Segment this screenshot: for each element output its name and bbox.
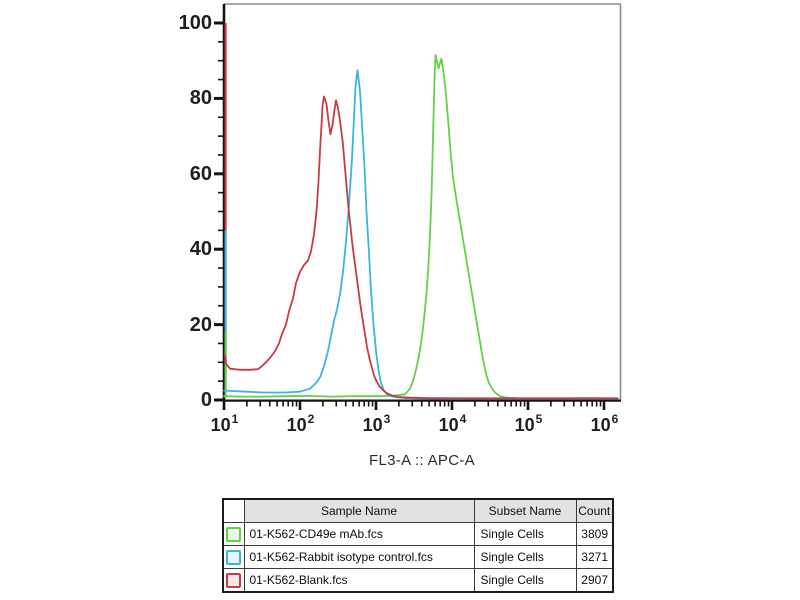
sample-name-header: Sample Name [243,498,475,523]
sample-name-cell: 01-K562-Blank.fcs [243,568,475,593]
red-series-swatch [226,572,242,588]
histogram-plot-area [214,3,622,410]
count-cell: 3271 [575,545,614,569]
sample-name-cell: 01-K562-CD49e mAb.fcs [243,522,475,546]
swatch-cell [222,522,245,546]
histogram-curve-2 [223,95,619,400]
subset-name-cell: Single Cells [473,568,577,593]
x-axis-tick-label: 103 [362,412,391,435]
table-row: 01-K562-CD49e mAb.fcs Single Cells 3809 [222,522,614,546]
blue-series-swatch [226,549,242,565]
legend-table: Sample Name Subset Name Count 01-K562-CD… [222,498,614,593]
x-axis-tick-label: 104 [438,412,467,435]
table-row: 01-K562-Blank.fcs Single Cells 2907 [222,568,614,593]
histogram-curve-0 [223,54,619,400]
count-header: Count [575,498,614,523]
subset-name-header: Subset Name [473,498,577,523]
sample-name-cell: 01-K562-Rabbit isotype control.fcs [243,545,475,569]
swatch-cell [222,568,245,593]
x-axis-tick-label: 102 [286,412,315,435]
swatch-header-cell [222,498,245,523]
subset-name-cell: Single Cells [473,522,577,546]
table-row: 01-K562-Rabbit isotype control.fcs Singl… [222,545,614,569]
x-axis-tick-label: 106 [590,412,619,435]
y-axis-tick-label: 20 [189,313,212,336]
x-axis-title: FL3-A :: APC-A [369,452,475,469]
legend-header-row: Sample Name Subset Name Count [222,498,614,523]
subset-name-cell: Single Cells [473,545,577,569]
swatch-cell [222,545,245,569]
x-axis-tick-label: 105 [514,412,543,435]
x-axis-tick-label: 101 [210,412,239,435]
y-axis-tick-label: 80 [189,87,212,110]
y-axis-tick-label: 40 [189,238,212,261]
y-axis-tick-label: 60 [189,162,212,185]
y-axis-tick-label: 100 [178,12,212,34]
y-axis-tick-label: 0 [200,389,212,411]
green-series-swatch [226,526,242,542]
count-cell: 3809 [575,522,614,546]
count-cell: 2907 [575,568,614,593]
